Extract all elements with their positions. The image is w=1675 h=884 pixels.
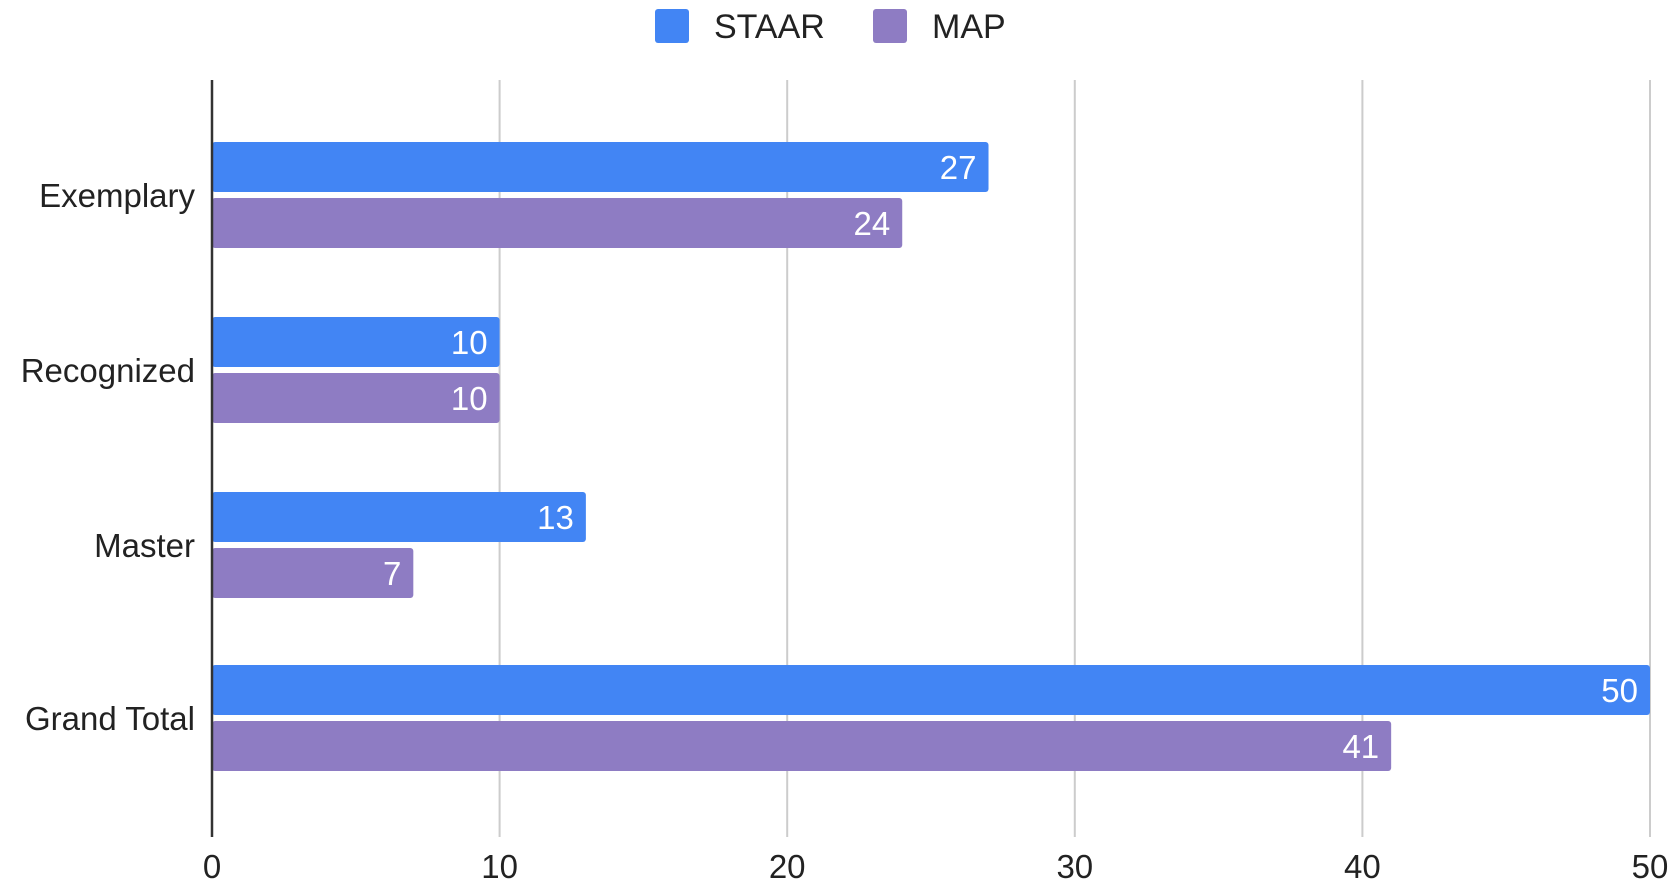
- legend-swatch: [873, 9, 907, 43]
- x-tick-label: 10: [481, 848, 518, 884]
- x-tick-label: 30: [1056, 848, 1093, 884]
- category-label: Master: [94, 527, 195, 564]
- legend-item-map[interactable]: MAP: [873, 8, 1006, 46]
- data-label: 13: [537, 499, 574, 536]
- x-tick-label: 0: [203, 848, 221, 884]
- labels: 0 10 20 30 40 50 27 24 Exemplary 10 10 Recognized 13…: [21, 149, 1669, 884]
- bar-map-exemplary[interactable]: [212, 198, 903, 248]
- category-label: Recognized: [21, 352, 195, 389]
- data-label: 10: [451, 380, 488, 417]
- bar-staar-master[interactable]: [212, 492, 586, 542]
- bars: [212, 142, 1650, 771]
- bar-staar-recognized[interactable]: [212, 317, 500, 367]
- data-label: 24: [854, 205, 891, 242]
- category-label: Exemplary: [39, 177, 195, 214]
- data-label: 50: [1601, 672, 1638, 709]
- category-label: Grand Total: [25, 700, 195, 737]
- bar-staar-exemplary[interactable]: [212, 142, 989, 192]
- legend-swatch: [655, 9, 689, 43]
- bar-staar-grand-total[interactable]: [212, 665, 1650, 715]
- bar-map-grand-total[interactable]: [212, 721, 1392, 771]
- legend-label: STAAR: [714, 8, 825, 46]
- bar-map-recognized[interactable]: [212, 373, 500, 423]
- bar-map-master[interactable]: [212, 548, 414, 598]
- legend-label: MAP: [932, 8, 1006, 46]
- x-tick-label: 20: [769, 848, 806, 884]
- data-label: 7: [383, 555, 401, 592]
- x-tick-label: 40: [1344, 848, 1381, 884]
- legend-item-staar[interactable]: STAAR: [655, 8, 825, 46]
- data-label: 41: [1342, 728, 1379, 765]
- data-label: 27: [940, 149, 977, 186]
- data-label: 10: [451, 324, 488, 361]
- legend[interactable]: STAAR MAP: [655, 8, 1006, 46]
- x-tick-label: 50: [1632, 848, 1669, 884]
